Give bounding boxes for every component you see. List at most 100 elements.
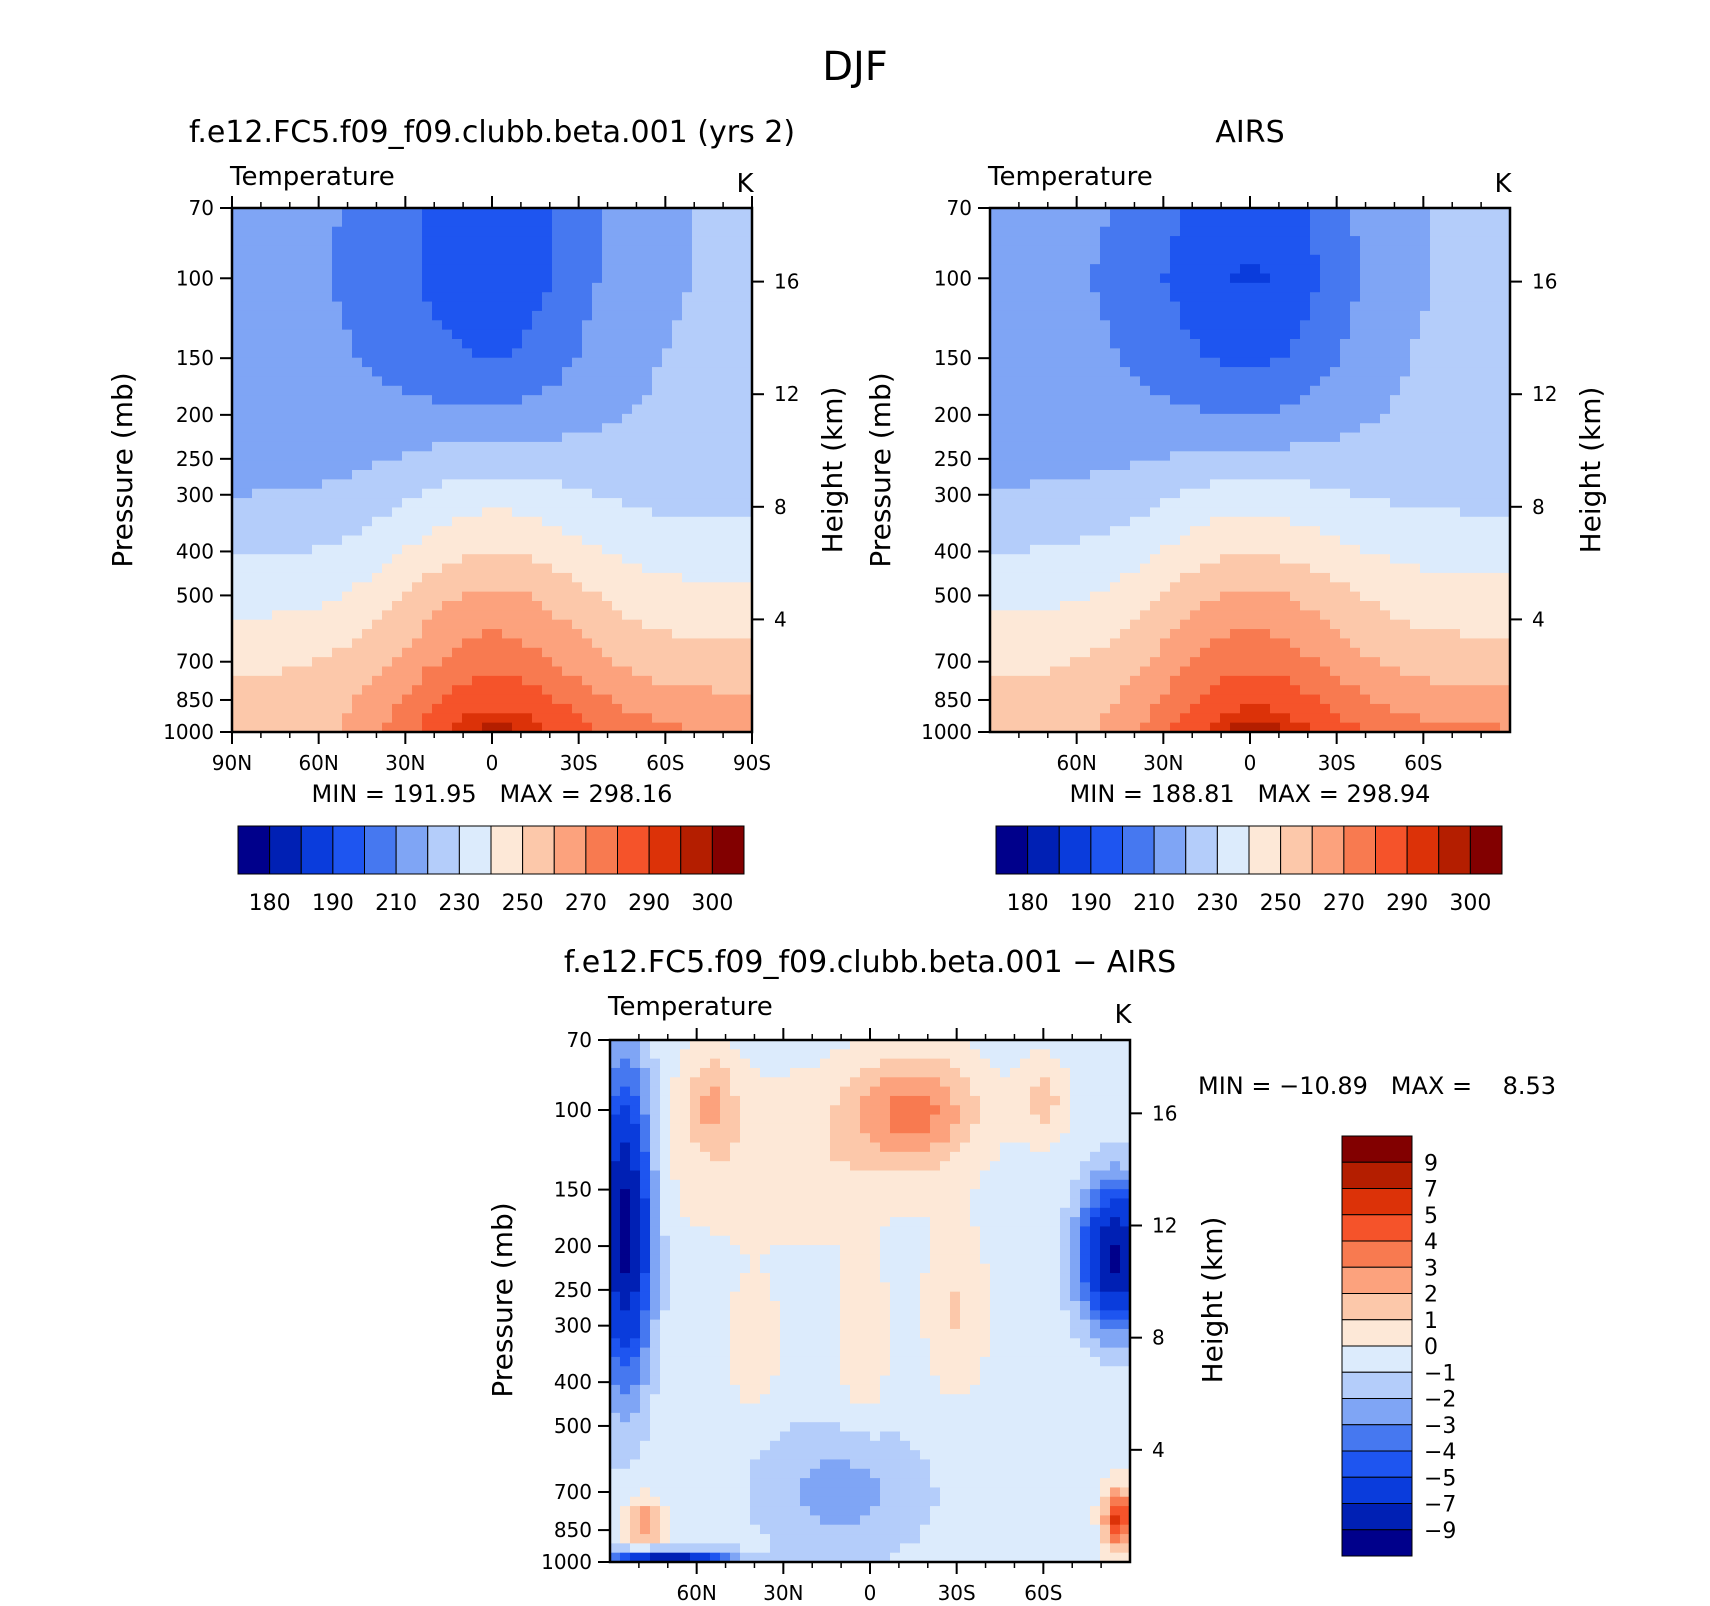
contour-cell xyxy=(642,470,653,480)
contour-cell xyxy=(542,310,553,321)
contour-cell xyxy=(392,591,403,602)
contour-cell xyxy=(622,310,633,321)
contour-cell xyxy=(572,339,583,349)
contour-cell xyxy=(392,619,403,630)
contour-cell xyxy=(1050,601,1061,611)
contour-cell xyxy=(602,582,613,593)
contour-cell xyxy=(742,273,752,284)
contour-cell xyxy=(692,507,703,518)
contour-cell xyxy=(532,685,543,696)
contour-cell xyxy=(432,310,443,321)
y-tick-label: 200 xyxy=(176,403,214,427)
contour-cell xyxy=(1240,601,1251,611)
contour-cell xyxy=(1250,264,1261,275)
contour-cell xyxy=(1060,451,1071,462)
contour-cell xyxy=(262,629,273,640)
contour-cell xyxy=(242,301,253,312)
contour-cell xyxy=(552,647,563,658)
contour-cell xyxy=(1290,703,1301,714)
contour-cell xyxy=(1100,348,1111,359)
contour-cell xyxy=(342,516,353,527)
contour-cell xyxy=(302,264,313,275)
contour-cell xyxy=(242,591,253,602)
contour-cell xyxy=(522,694,533,705)
y-tick-label: 400 xyxy=(176,539,214,563)
contour-cell xyxy=(1190,423,1201,434)
contour-cell xyxy=(1250,488,1261,499)
contour-cell xyxy=(1090,563,1101,574)
contour-cell xyxy=(462,329,473,340)
contour-cell xyxy=(662,245,673,256)
contour-cell xyxy=(252,675,263,686)
contour-cell xyxy=(1090,217,1101,228)
contour-cell xyxy=(712,470,723,480)
contour-cell xyxy=(702,572,713,583)
contour-cell xyxy=(532,488,543,499)
contour-cell xyxy=(1260,376,1271,387)
contour-cell xyxy=(1100,470,1111,480)
contour-cell xyxy=(1310,395,1321,406)
contour-cell xyxy=(1030,535,1041,546)
contour-cell xyxy=(1250,535,1261,546)
contour-cell xyxy=(302,460,313,471)
contour-cell xyxy=(512,703,523,714)
contour-cell xyxy=(1060,404,1071,415)
contour-cell xyxy=(1100,273,1111,284)
contour-cell xyxy=(632,572,643,583)
contour-cell xyxy=(1190,441,1201,452)
contour-cell xyxy=(692,357,703,368)
contour-cell xyxy=(452,694,463,705)
contour-cell xyxy=(372,301,383,312)
contour-cell xyxy=(990,432,1001,443)
contour-cell xyxy=(1220,451,1231,462)
contour-cell xyxy=(1200,591,1211,602)
contour-cell xyxy=(722,460,733,471)
contour-cell xyxy=(1100,619,1111,630)
contour-cell xyxy=(1110,217,1121,228)
contour-cell xyxy=(412,395,423,406)
contour-cell xyxy=(612,591,623,602)
contour-cell xyxy=(382,226,393,237)
contour-cell xyxy=(1200,479,1211,490)
contour-cell xyxy=(1110,254,1121,265)
contour-cell xyxy=(562,385,573,396)
contour-cell xyxy=(1140,535,1151,546)
contour-cell xyxy=(1170,282,1181,293)
contour-cell xyxy=(482,544,493,555)
contour-cell xyxy=(682,572,693,583)
contour-cell xyxy=(432,591,443,602)
contour-cell xyxy=(512,329,523,340)
contour-cell xyxy=(1280,619,1291,630)
contour-cell xyxy=(1230,413,1241,424)
contour-cell xyxy=(282,666,293,677)
contour-cell xyxy=(1000,516,1011,527)
contour-cell xyxy=(1190,713,1201,724)
contour-cell xyxy=(532,413,543,424)
contour-cell xyxy=(492,245,503,256)
contour-cell xyxy=(272,301,283,312)
contour-cell xyxy=(702,479,713,490)
contour-cell xyxy=(632,404,643,415)
contour-cell xyxy=(1230,404,1241,415)
contour-cell xyxy=(1210,713,1221,724)
contour-cell xyxy=(702,703,713,714)
contour-cell xyxy=(1030,460,1041,471)
contour-cell xyxy=(302,488,313,499)
contour-cell xyxy=(652,516,663,527)
contour-cell xyxy=(282,264,293,275)
panel-airs-title: AIRS xyxy=(1215,115,1284,150)
contour-cell xyxy=(1070,320,1081,331)
contour-cell xyxy=(442,245,453,256)
contour-cell xyxy=(1150,423,1161,434)
contour-cell xyxy=(1250,273,1261,284)
contour-cell xyxy=(1130,441,1141,452)
contour-cell xyxy=(572,722,583,732)
contour-cell xyxy=(1000,647,1011,658)
contour-cell xyxy=(512,432,523,443)
contour-cell xyxy=(1280,488,1291,499)
contour-cell xyxy=(652,441,663,452)
contour-cell xyxy=(1240,629,1251,640)
contour-cell xyxy=(1230,535,1241,546)
contour-cell xyxy=(622,404,633,415)
contour-cell xyxy=(512,301,523,312)
